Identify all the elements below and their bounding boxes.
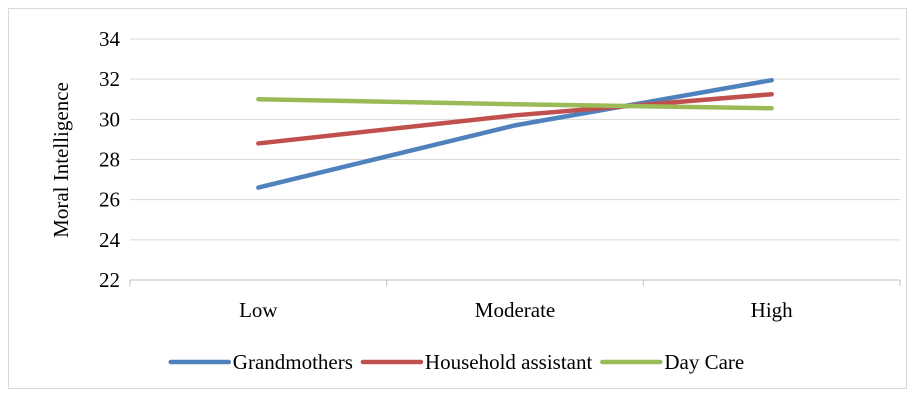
y-tick-label: 22 [99, 268, 120, 292]
gridlines [130, 38, 900, 241]
x-tick-label: High [751, 298, 794, 322]
series-line-day-care [256, 97, 774, 111]
series-lines [256, 77, 774, 190]
y-tick-labels: 22 24 26 28 30 32 34 [99, 27, 121, 292]
y-tick-label: 30 [99, 107, 120, 131]
y-tick-label: 24 [99, 228, 121, 252]
legend-label: Household assistant [425, 350, 593, 374]
y-tick-label: 34 [99, 27, 121, 51]
legend-label: Day Care [664, 350, 744, 374]
y-tick-label: 28 [99, 148, 120, 172]
legend-label: Grandmothers [233, 350, 353, 374]
axes [129, 279, 901, 286]
y-axis-label: Moral Intelligence [49, 82, 73, 238]
y-tick-label: 26 [99, 188, 120, 212]
x-tick-labels: Low Moderate High [239, 298, 793, 322]
legend: Grandmothers Household assistant Day Care [168, 350, 744, 374]
y-tick-label: 32 [99, 67, 120, 91]
x-tick-label: Low [239, 298, 278, 322]
chart-frame [8, 8, 907, 389]
x-tick-label: Moderate [475, 298, 555, 322]
series-line-grandmothers [256, 77, 774, 190]
series-line-household-assistant [256, 91, 774, 146]
